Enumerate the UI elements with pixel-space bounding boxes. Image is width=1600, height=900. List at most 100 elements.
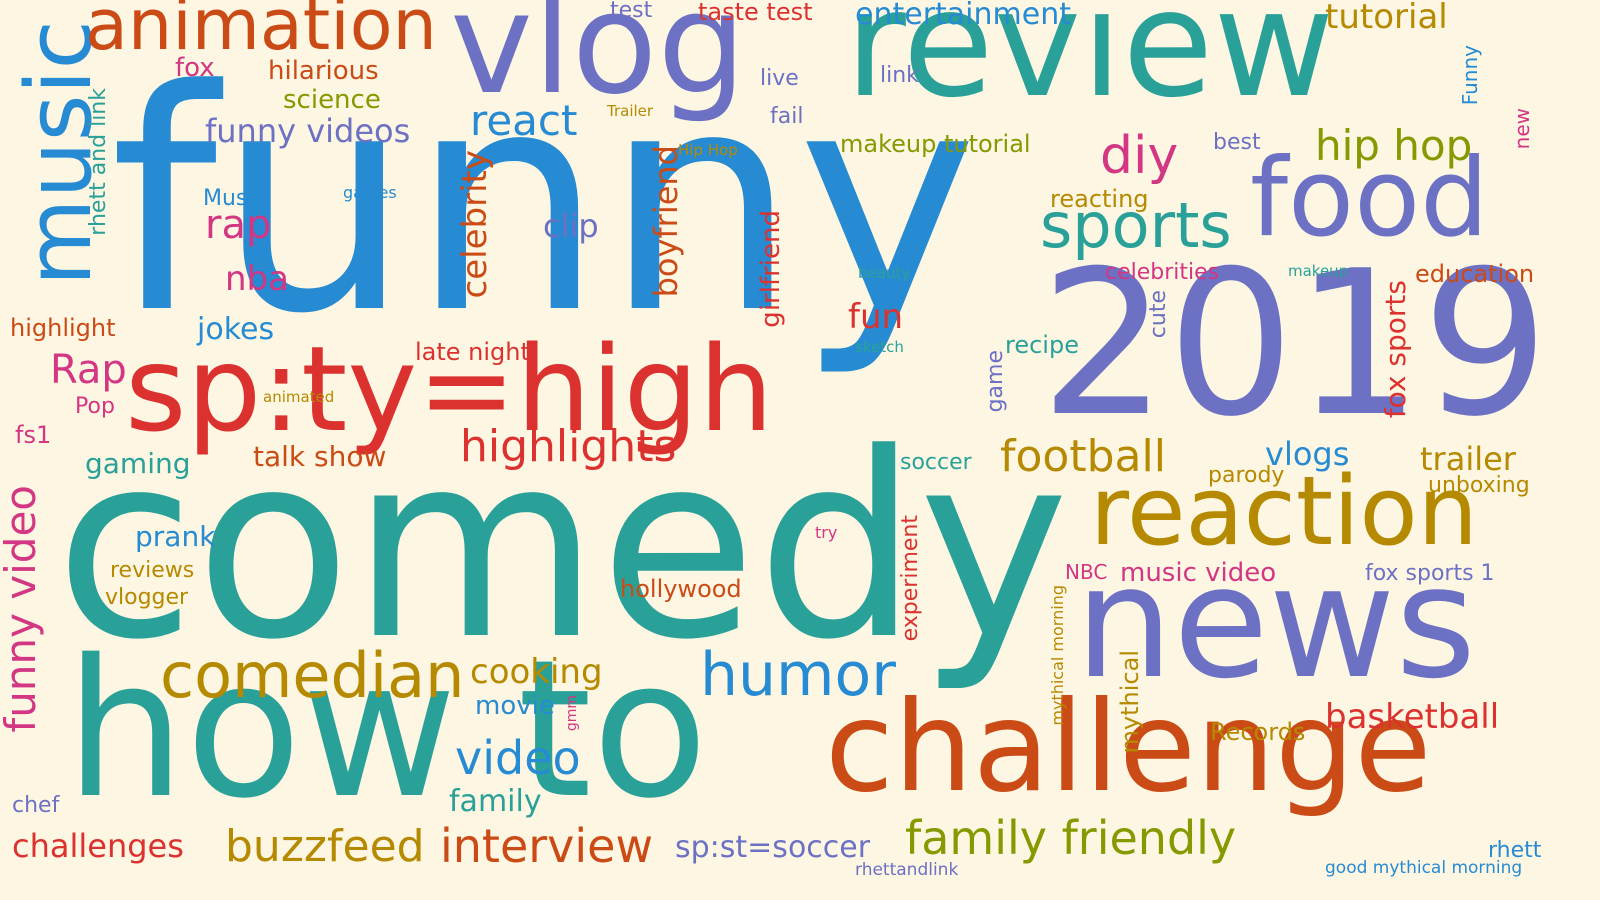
word-fs1: fs1 (15, 421, 52, 449)
word-sketch: sketch (855, 338, 904, 356)
word-mythical: mythical (1116, 650, 1144, 754)
word-science: science (283, 85, 381, 115)
word-beauty: beauty (858, 264, 911, 282)
word-sports: sports (1040, 189, 1232, 262)
word-funny: funny (110, 25, 978, 380)
word-games: games (343, 183, 397, 202)
word-entertainment: entertainment (855, 0, 1071, 32)
word-fox: fox (175, 53, 215, 83)
word-react: react (470, 96, 578, 145)
word-vlogger: vlogger (105, 585, 189, 610)
word-test: test (610, 0, 653, 23)
word-fox-sports-1: fox sports 1 (1365, 561, 1495, 586)
word-celebrity: celebrity (455, 150, 495, 299)
word-sp-st-soccer: sp:st=soccer (675, 830, 871, 865)
word-trailer: trailer (1420, 440, 1516, 478)
word-chef: chef (12, 793, 60, 818)
word-clip: clip (543, 207, 599, 245)
word-fox-sports: fox sports (1379, 280, 1412, 419)
word-rhett: rhett (1488, 838, 1542, 863)
word-reviews: reviews (110, 558, 195, 583)
word-girlfriend: girlfriend (756, 210, 786, 328)
word-nbc: NBC (1065, 560, 1108, 584)
word-unboxing: unboxing (1428, 473, 1530, 498)
word-video: video (455, 731, 581, 785)
word-soccer: soccer (900, 450, 972, 475)
word-hilarious: hilarious (268, 56, 379, 86)
word-music-video: music video (1120, 558, 1277, 588)
word-humor: humor (700, 640, 896, 710)
word-nba: nba (225, 259, 289, 299)
word-rap: Rap (50, 347, 127, 393)
word-review: review (845, 0, 1335, 130)
word-vlogs: vlogs (1265, 435, 1350, 473)
word-boyfriend: boyfriend (647, 145, 685, 298)
word-hollywood: hollywood (620, 575, 742, 603)
word-celebrities: celebrities (1105, 260, 1220, 285)
word-education: education (1415, 260, 1535, 288)
word-funny-videos: funny videos (205, 112, 411, 150)
word-makeup-tutorial: makeup tutorial (840, 130, 1031, 158)
word-game: game (983, 350, 1008, 413)
word-recipe: recipe (1005, 331, 1079, 359)
word-2019: 2019 (1040, 228, 1549, 461)
word-hip-hop: Hip Hop (678, 141, 738, 159)
word-movie: movie (475, 691, 555, 721)
word-late-night: late night (415, 338, 530, 366)
word-rap: rap (205, 202, 272, 248)
word-football: football (1000, 431, 1166, 482)
word-jokes: jokes (197, 312, 275, 347)
word-buzzfeed: buzzfeed (225, 821, 425, 872)
word-food: food (1250, 136, 1489, 261)
word-experiment: experiment (898, 515, 923, 642)
word-highlights: highlights (460, 421, 677, 472)
word-tutorial: tutorial (1325, 0, 1448, 37)
word-funny-video: funny video (0, 485, 45, 733)
word-taste-test: taste test (698, 0, 813, 26)
word-makeup: makeup (1288, 262, 1349, 280)
word-new: new (1510, 108, 1534, 150)
word-records: Records (1210, 718, 1306, 746)
word-trailer: Trailer (607, 102, 654, 120)
word-link: link (880, 63, 919, 88)
word-how-to: how to (65, 619, 709, 840)
word-gmm: gmm (564, 695, 580, 732)
word-talk-show: talk show (253, 440, 387, 473)
word-fun: fun (848, 297, 904, 337)
word-reacting: reacting (1050, 185, 1149, 213)
word-pop: Pop (75, 394, 115, 419)
word-hip-hop: hip hop (1315, 121, 1473, 170)
word-challenges: challenges (12, 827, 184, 865)
word-diy: diy (1100, 126, 1179, 186)
word-family-friendly: family friendly (905, 811, 1237, 865)
word-challenge: challenge (825, 675, 1432, 820)
word-vlog: vlog (450, 0, 747, 126)
word-parody: parody (1208, 463, 1285, 488)
word-highlight: highlight (10, 314, 116, 342)
word-good-mythical-morning: good mythical morning (1325, 858, 1523, 878)
word-comedy: comedy (55, 399, 1070, 696)
word-family: family (449, 784, 542, 819)
word-rhettandlink: rhettandlink (855, 860, 959, 880)
word-cooking: cooking (470, 652, 603, 692)
word-mythical-morning: mythical morning (1048, 585, 1067, 726)
word-live: live (760, 66, 799, 91)
word-fail: fail (770, 104, 804, 129)
word-funny: Funny (1458, 45, 1482, 106)
word-basketball: basketball (1325, 697, 1500, 737)
word-rhett-and-link: rhett and link (86, 88, 111, 236)
word-reaction: reaction (1090, 457, 1478, 567)
word-gaming: gaming (85, 447, 191, 480)
word-news: news (1075, 532, 1477, 713)
word-try: try (815, 523, 838, 542)
word-sp-ty-high: sp:ty=high (125, 320, 774, 458)
word-cute: cute (1146, 290, 1171, 339)
word-prank: prank (135, 520, 216, 553)
word-animated: animated (263, 388, 335, 406)
word-music: Music (203, 186, 266, 211)
word-animation: animation (85, 0, 437, 66)
word-interview: interview (440, 819, 654, 873)
word-best: best (1213, 130, 1261, 155)
word-comedian: comedian (160, 639, 465, 712)
